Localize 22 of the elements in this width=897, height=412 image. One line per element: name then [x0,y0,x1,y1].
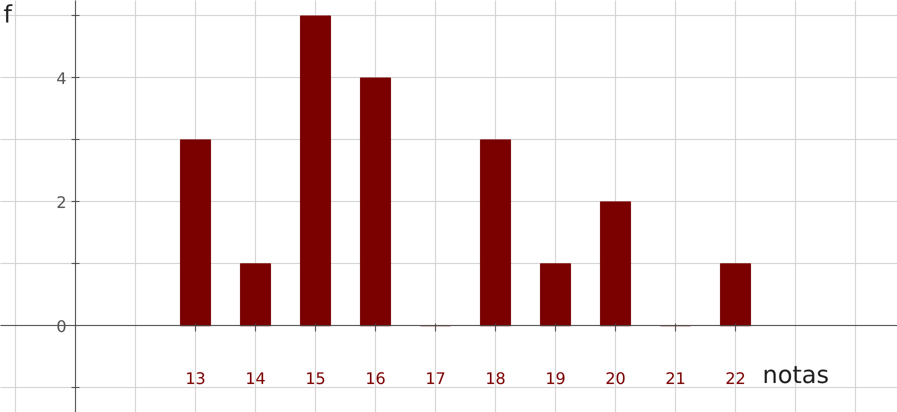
bar [720,263,751,326]
bar [600,201,631,326]
x-tick-label: 17 [425,368,446,388]
bar [360,77,391,326]
x-tick-label: 15 [305,368,326,388]
y-tick-label: 4 [56,68,67,88]
bar [180,139,211,326]
y-tick-label: 2 [56,192,67,212]
x-tick-label: 21 [665,368,686,388]
x-tick-label: 13 [185,368,206,388]
x-tick-label: 22 [725,368,746,388]
x-axis-title: notas [762,360,830,389]
bar [300,15,331,326]
bar [240,263,271,326]
bar [540,263,571,326]
x-tick-label: 14 [245,368,266,388]
bar [480,139,511,326]
x-tick-label: 20 [605,368,626,388]
x-tick-label: 18 [485,368,506,388]
y-axis-title: f [4,0,12,28]
x-tick-label: 19 [545,368,566,388]
x-tick-label: 16 [365,368,386,388]
